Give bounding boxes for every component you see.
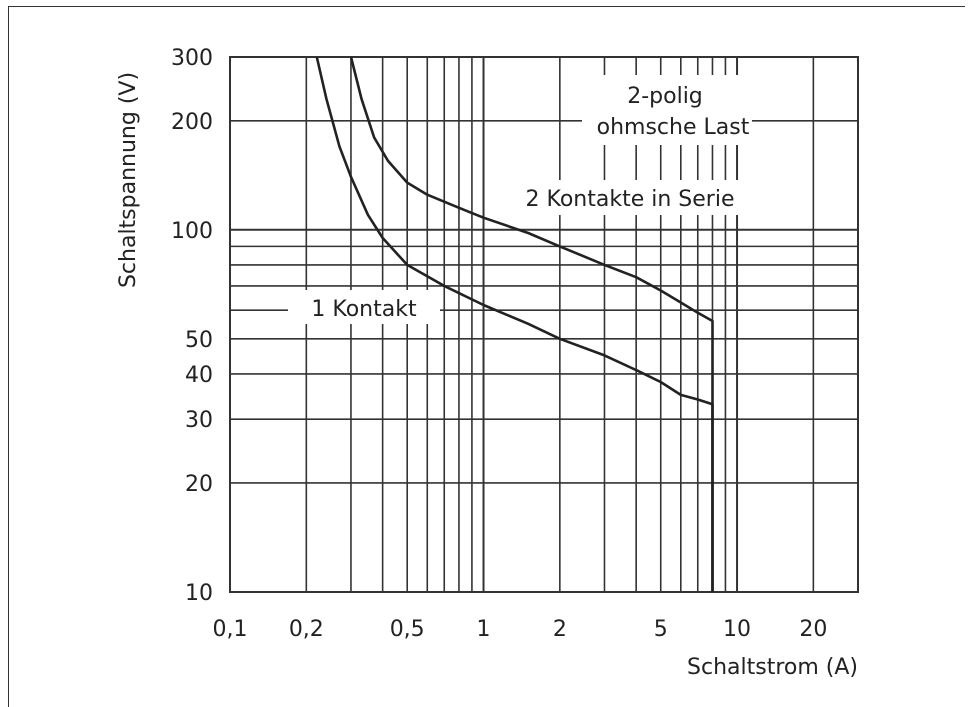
x-tick-label: 0,2 <box>289 617 324 642</box>
plot-area-border <box>229 56 859 593</box>
y-tick-label: 30 <box>185 408 213 433</box>
x-tick-label: 0,5 <box>390 617 425 642</box>
grid-minor <box>230 57 858 592</box>
grid-major <box>230 57 858 592</box>
series-layer: 1 Kontakt 2 Kontakte in Serie <box>311 56 735 592</box>
y-tick-label: 20 <box>185 472 213 497</box>
label-background <box>500 180 758 215</box>
y-tick-label: 300 <box>171 46 213 71</box>
x-tick-label: 2 <box>553 617 567 642</box>
annotation: 2-polig ohmsche Last <box>597 84 750 140</box>
y-tick-labels: 10 20 30 40 50 100 200 300 <box>171 46 213 606</box>
annotation-line-1: 2-polig <box>627 84 703 109</box>
x-tick-labels: 0,1 0,2 0,5 1 2 5 10 20 <box>213 617 828 642</box>
x-tick-label: 10 <box>723 617 751 642</box>
x-tick-label: 5 <box>654 617 668 642</box>
series-line-1 <box>315 56 714 592</box>
y-tick-label: 100 <box>171 219 213 244</box>
series-label-2: 2 Kontakte in Serie <box>526 187 735 212</box>
x-axis-label: Schaltstrom (A) <box>687 655 858 680</box>
y-tick-label: 10 <box>185 581 213 606</box>
y-tick-label: 40 <box>185 363 213 388</box>
label-background <box>288 290 440 324</box>
label-masks <box>288 75 758 324</box>
annotation-line-2: ohmsche Last <box>597 115 750 140</box>
x-tick-label: 20 <box>799 617 827 642</box>
series-line-2 <box>349 56 714 592</box>
y-tick-label: 200 <box>171 110 213 135</box>
label-background <box>582 75 752 145</box>
x-tick-label: 1 <box>477 617 491 642</box>
x-tick-label: 0,1 <box>213 617 248 642</box>
series-label-1: 1 Kontakt <box>311 297 417 322</box>
y-tick-label: 50 <box>185 328 213 353</box>
y-axis-label: Schaltspannung (V) <box>116 72 141 288</box>
figure-frame <box>8 6 965 707</box>
